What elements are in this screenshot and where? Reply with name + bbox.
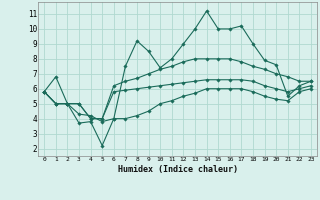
X-axis label: Humidex (Indice chaleur): Humidex (Indice chaleur) (118, 165, 238, 174)
